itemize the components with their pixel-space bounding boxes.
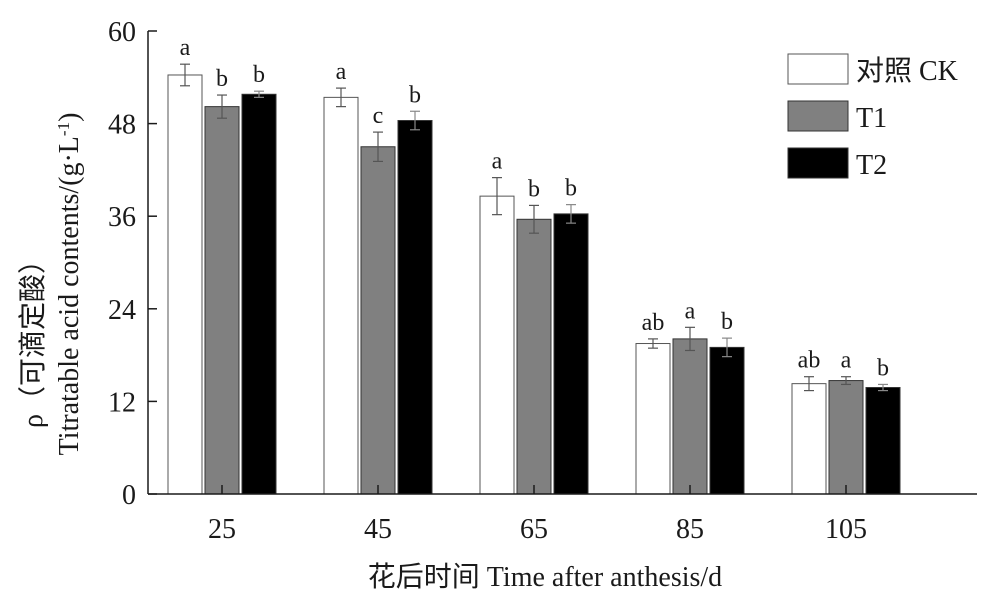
bar — [397, 120, 433, 495]
x-axis-title: 花后时间 Time after anthesis/d — [368, 561, 722, 593]
y-axis-title-main: Titratable acid contents/(g·L — [54, 136, 85, 455]
y-axis-title-line2: Titratable acid contents/(g·L-1) — [54, 113, 86, 456]
significance-label: a — [336, 59, 347, 85]
bar — [828, 380, 864, 495]
significance-label: a — [492, 149, 503, 175]
significance-label: b — [877, 355, 889, 381]
legend: 对照 CK T1 T2 — [787, 53, 958, 181]
significance-label: b — [216, 66, 228, 92]
significance-label: b — [253, 62, 265, 88]
y-axis-title-close: ) — [54, 113, 85, 122]
bar — [553, 213, 589, 495]
legend-swatch — [787, 147, 849, 179]
significance-label: a — [841, 348, 852, 374]
legend-swatch — [787, 100, 849, 132]
bar — [516, 218, 552, 495]
x-tick-label: 45 — [364, 514, 392, 545]
y-tick-label: 24 — [108, 295, 136, 326]
significance-label: b — [409, 82, 421, 108]
bar — [204, 106, 240, 495]
legend-label: T1 — [856, 103, 887, 134]
bar — [635, 343, 671, 495]
bar — [865, 387, 901, 495]
y-tick-label: 60 — [108, 17, 136, 48]
bars-layer — [167, 74, 901, 495]
bar — [791, 383, 827, 495]
y-tick-label: 0 — [122, 480, 136, 511]
y-tick-label: 48 — [108, 110, 136, 141]
x-tick-label: 85 — [676, 514, 704, 545]
bar — [167, 74, 203, 495]
x-tick-label: 65 — [520, 514, 548, 545]
x-tick-label: 105 — [825, 514, 867, 545]
bar — [479, 195, 515, 495]
bar — [709, 346, 745, 495]
bar — [360, 146, 396, 495]
significance-label: a — [180, 35, 191, 61]
y-tick-label: 12 — [108, 387, 136, 418]
significance-label: b — [565, 176, 577, 202]
significance-label: ab — [642, 310, 665, 336]
significance-label: b — [721, 309, 733, 335]
error-bars-layer — [180, 63, 888, 392]
y-axis-title-superscript: -1 — [54, 122, 73, 136]
significance-label: c — [373, 103, 384, 129]
legend-label: 对照 CK — [856, 55, 958, 87]
significance-label: a — [685, 298, 696, 324]
significance-label: ab — [798, 348, 821, 374]
legend-swatch — [787, 53, 849, 85]
y-ticks: 0 12 24 36 48 60 — [108, 17, 157, 511]
legend-label: T2 — [856, 150, 887, 181]
significance-label: b — [528, 176, 540, 202]
y-axis-title-line1: ρ（可滴定酸） — [17, 246, 49, 428]
bar — [323, 96, 359, 495]
bar — [241, 93, 277, 495]
x-ticks: 25 45 65 85 105 — [208, 485, 867, 545]
bar — [672, 338, 708, 495]
y-tick-label: 36 — [108, 202, 136, 233]
x-tick-label: 25 — [208, 514, 236, 545]
